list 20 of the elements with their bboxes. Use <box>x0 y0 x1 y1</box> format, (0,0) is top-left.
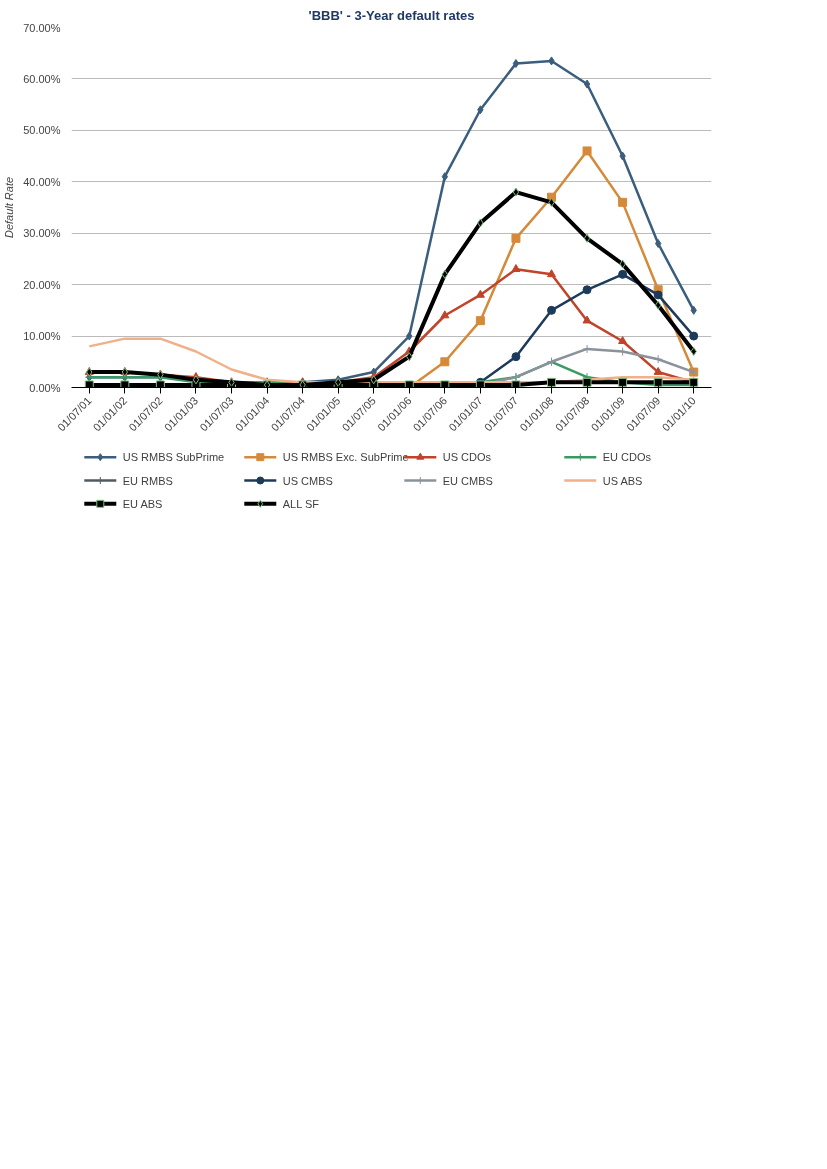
y-tick-label: 0.00% <box>29 381 61 394</box>
legend-label: US CMBS <box>282 474 333 487</box>
y-axis-title: Default Rate <box>3 176 16 239</box>
y-tick-label: 40.00% <box>23 175 61 188</box>
legend-label: ALL SF <box>282 497 320 510</box>
y-tick-label: 20.00% <box>23 278 61 291</box>
legend-label: US RMBS SubPrime <box>122 451 225 464</box>
y-tick-label: 60.00% <box>23 72 61 85</box>
legend-label: US CDOs <box>442 451 492 464</box>
y-tick-label: 30.00% <box>23 227 61 240</box>
chart-title: 'BBB' - 3-Year default rates <box>308 7 475 23</box>
y-tick-label: 50.00% <box>23 124 61 137</box>
legend-label: US ABS <box>602 474 643 487</box>
legend-label: EU CMBS <box>442 474 493 487</box>
y-tick-label: 70.00% <box>23 21 61 34</box>
legend-label: EU ABS <box>122 497 163 510</box>
legend-label: EU CDOs <box>602 451 652 464</box>
legend-label: US RMBS Exc. SubPrime <box>282 451 409 464</box>
y-tick-label: 10.00% <box>23 330 61 343</box>
legend-label: EU RMBS <box>122 474 173 487</box>
